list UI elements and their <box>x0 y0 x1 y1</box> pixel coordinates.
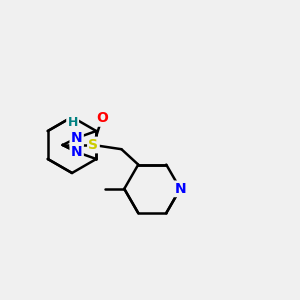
Text: N: N <box>174 182 186 196</box>
Text: N: N <box>71 145 82 159</box>
Text: S: S <box>88 138 98 152</box>
Text: H: H <box>68 116 78 128</box>
Text: O: O <box>96 111 108 125</box>
Text: N: N <box>71 131 82 145</box>
